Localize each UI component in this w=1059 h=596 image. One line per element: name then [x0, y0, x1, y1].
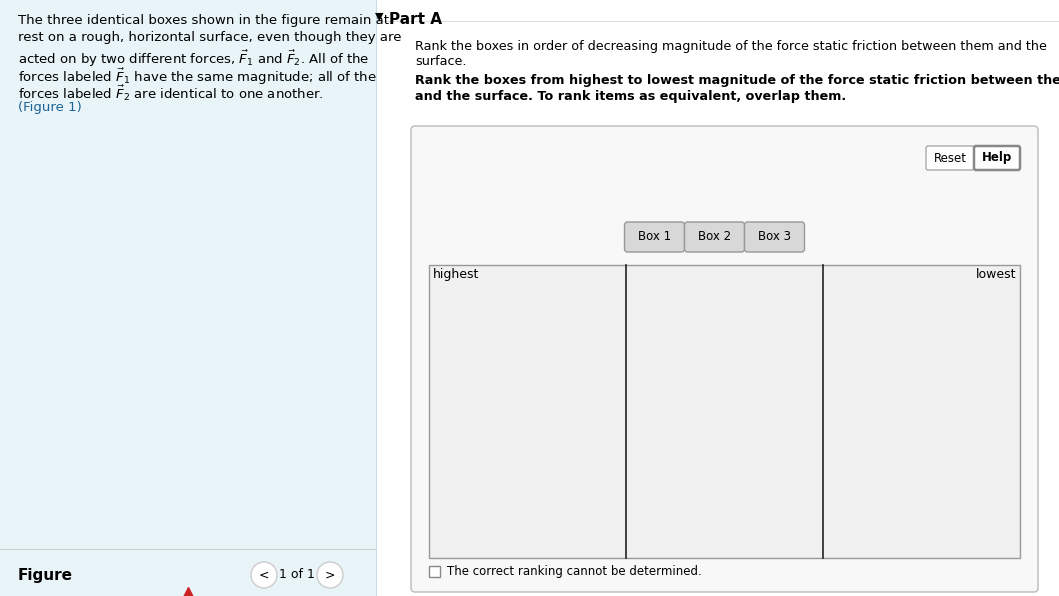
Text: surface.: surface.	[415, 55, 467, 68]
Text: Box 1: Box 1	[638, 231, 671, 244]
FancyBboxPatch shape	[744, 222, 805, 252]
Text: Rank the boxes in order of decreasing magnitude of the force static friction bet: Rank the boxes in order of decreasing ma…	[415, 40, 1047, 53]
Text: Box 3: Box 3	[758, 231, 791, 244]
FancyBboxPatch shape	[684, 222, 744, 252]
FancyBboxPatch shape	[411, 126, 1038, 592]
Text: 1 of 1: 1 of 1	[280, 569, 315, 582]
Text: Rank the boxes from highest to lowest magnitude of the force static friction bet: Rank the boxes from highest to lowest ma…	[415, 74, 1059, 87]
Bar	[0, 0, 376, 596]
FancyBboxPatch shape	[926, 146, 974, 170]
Circle shape	[317, 562, 343, 588]
Text: >: >	[325, 569, 336, 582]
Text: lowest: lowest	[975, 268, 1016, 281]
FancyBboxPatch shape	[974, 146, 1020, 170]
Text: Help: Help	[982, 151, 1012, 164]
Text: Part A: Part A	[389, 12, 442, 27]
Text: <: <	[258, 569, 269, 582]
FancyBboxPatch shape	[625, 222, 684, 252]
Text: rest on a rough, horizontal surface, even though they are: rest on a rough, horizontal surface, eve…	[18, 32, 401, 45]
Text: Figure: Figure	[18, 568, 73, 583]
Bar	[429, 566, 439, 577]
Text: Reset: Reset	[933, 151, 967, 164]
Bar	[0, 549, 376, 550]
Text: ▼: ▼	[375, 12, 383, 22]
Text: highest: highest	[433, 268, 480, 281]
Text: The correct ranking cannot be determined.: The correct ranking cannot be determined…	[447, 565, 702, 578]
Circle shape	[251, 562, 277, 588]
Text: Box 2: Box 2	[698, 231, 731, 244]
Text: and the surface. To rank items as equivalent, overlap them.: and the surface. To rank items as equiva…	[415, 90, 846, 103]
Text: forces labeled $\vec{F}_2$ are identical to one another.: forces labeled $\vec{F}_2$ are identical…	[18, 84, 323, 104]
Bar	[377, 21, 1059, 22]
Text: forces labeled $\vec{F}_1$ have the same magnitude; all of the: forces labeled $\vec{F}_1$ have the same…	[18, 67, 377, 87]
Text: acted on by two different forces, $\vec{F}_1$ and $\vec{F}_2$. All of the: acted on by two different forces, $\vec{…	[18, 49, 370, 69]
Bar	[429, 265, 1020, 558]
Text: (Figure 1): (Figure 1)	[18, 101, 82, 114]
Text: The three identical boxes shown in the figure remain at: The three identical boxes shown in the f…	[18, 14, 389, 27]
